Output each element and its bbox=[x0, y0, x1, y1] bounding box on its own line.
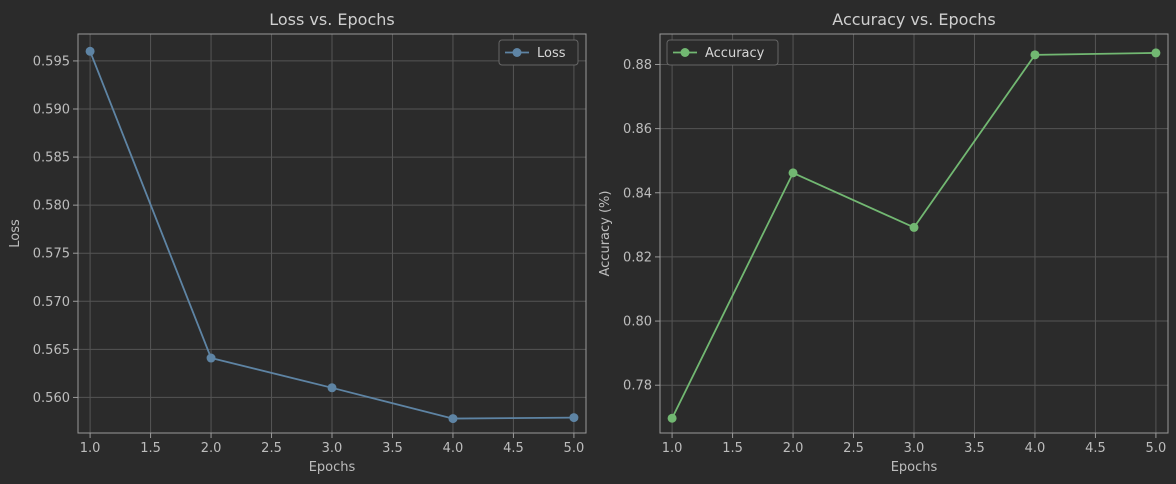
y-tick-label: 0.80 bbox=[623, 315, 652, 330]
x-tick-label: 3.0 bbox=[904, 441, 925, 456]
x-tick-label: 1.5 bbox=[140, 441, 161, 456]
y-axis-label: Accuracy (%) bbox=[598, 191, 613, 277]
x-tick-label: 2.0 bbox=[201, 441, 222, 456]
x-tick-label: 4.0 bbox=[443, 441, 464, 456]
x-tick-label: 5.0 bbox=[564, 441, 585, 456]
legend-label: Loss bbox=[537, 46, 566, 61]
x-tick-label: 4.0 bbox=[1025, 441, 1046, 456]
y-tick-label: 0.560 bbox=[33, 391, 70, 406]
data-point bbox=[909, 222, 919, 232]
y-tick-label: 0.575 bbox=[33, 247, 70, 262]
x-tick-label: 1.5 bbox=[722, 441, 743, 456]
legend: Accuracy bbox=[666, 39, 779, 66]
y-tick-label: 0.82 bbox=[623, 250, 652, 265]
data-point bbox=[569, 413, 579, 423]
x-tick-label: 1.0 bbox=[80, 441, 101, 456]
y-tick-label: 0.570 bbox=[33, 295, 70, 310]
legend-box bbox=[666, 39, 779, 66]
grid bbox=[78, 34, 586, 433]
loss-chart: 1.0 1.5 2.0 2.5 3.0 3.5 4.0 4.5 5.0 0.560 0.565 0.5… bbox=[8, 10, 587, 475]
y-tick-label: 0.580 bbox=[33, 199, 70, 214]
legend-label: Accuracy bbox=[705, 46, 765, 61]
y-tick-label: 0.585 bbox=[33, 151, 70, 166]
y-tick-label: 0.84 bbox=[623, 186, 652, 201]
chart-title: Accuracy vs. Epochs bbox=[832, 10, 995, 29]
data-point bbox=[206, 353, 216, 363]
data-point bbox=[327, 383, 337, 393]
x-tick-label: 5.0 bbox=[1146, 441, 1167, 456]
data-point bbox=[448, 414, 458, 424]
data-point bbox=[85, 46, 95, 56]
y-tick-label: 0.590 bbox=[33, 102, 70, 117]
data-point bbox=[1030, 50, 1040, 60]
x-tick-label: 2.0 bbox=[783, 441, 804, 456]
x-tick-label: 2.5 bbox=[843, 441, 864, 456]
y-tick-label: 0.595 bbox=[33, 54, 70, 69]
y-tick-label: 0.88 bbox=[623, 58, 652, 73]
chart-title: Loss vs. Epochs bbox=[269, 10, 394, 29]
y-axis-label: Loss bbox=[8, 219, 23, 248]
legend: Loss bbox=[498, 39, 579, 66]
legend-box bbox=[498, 39, 579, 66]
grid bbox=[660, 34, 1168, 433]
y-tick-label: 0.565 bbox=[33, 343, 70, 358]
x-tick-label: 4.5 bbox=[1085, 441, 1106, 456]
x-axis-label: Epochs bbox=[309, 460, 356, 475]
data-point bbox=[788, 168, 798, 178]
x-tick-label: 2.5 bbox=[261, 441, 282, 456]
legend-swatch-marker bbox=[512, 48, 522, 57]
y-tick-label: 0.78 bbox=[623, 379, 652, 394]
y-tick-label: 0.86 bbox=[623, 122, 652, 137]
x-tick-label: 1.0 bbox=[662, 441, 683, 456]
data-point bbox=[667, 413, 677, 423]
x-tick-label: 3.5 bbox=[964, 441, 985, 456]
x-tick-label: 3.0 bbox=[322, 441, 343, 456]
x-axis-label: Epochs bbox=[891, 460, 938, 475]
legend-swatch-marker bbox=[680, 48, 690, 57]
data-point bbox=[1151, 48, 1161, 58]
x-tick-label: 4.5 bbox=[503, 441, 524, 456]
accuracy-chart: 1.0 1.5 2.0 2.5 3.0 3.5 4.0 4.5 5.0 0.78 0.80 0.82 0… bbox=[598, 10, 1169, 475]
x-tick-label: 3.5 bbox=[382, 441, 403, 456]
